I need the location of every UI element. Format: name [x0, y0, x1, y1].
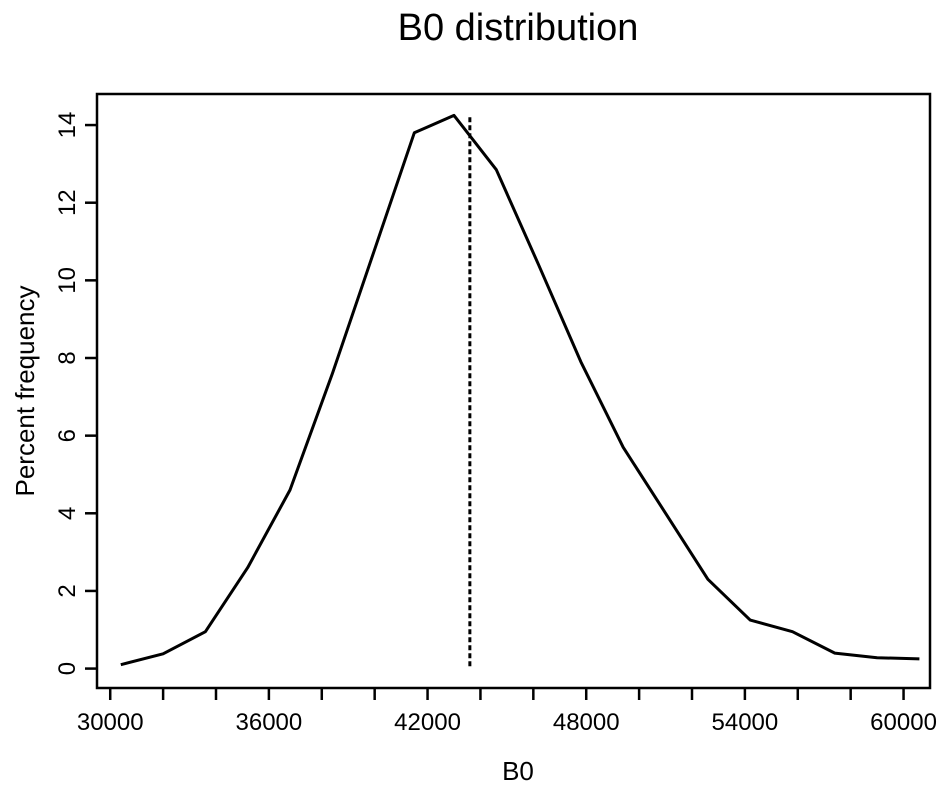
x-tick-label: 36000 — [236, 709, 303, 736]
x-tick-label: 54000 — [712, 709, 779, 736]
y-tick-label: 14 — [54, 112, 81, 139]
x-tick-label: 42000 — [394, 709, 461, 736]
series-line — [120, 113, 920, 667]
y-tick-label: 2 — [54, 584, 81, 597]
y-axis-label: Percent frequency — [10, 285, 40, 496]
x-tick-label: 30000 — [77, 709, 144, 736]
y-tick-label: 10 — [54, 267, 81, 294]
x-tick-label: 48000 — [553, 709, 620, 736]
chart-title: B0 distribution — [398, 7, 639, 49]
x-axis: 30000 36000 42000 48000 54000 60000 — [77, 688, 937, 736]
y-tick-label: 12 — [54, 189, 81, 216]
y-tick-label: 4 — [54, 507, 81, 520]
y-tick-label: 6 — [54, 429, 81, 442]
plot-area — [95, 92, 932, 690]
x-axis-label: B0 — [502, 756, 534, 786]
y-axis: 0 2 4 6 8 10 12 14 — [54, 112, 97, 675]
y-tick-label: 0 — [54, 662, 81, 675]
y-tick-label: 8 — [54, 351, 81, 364]
x-tick-label: 60000 — [870, 709, 937, 736]
